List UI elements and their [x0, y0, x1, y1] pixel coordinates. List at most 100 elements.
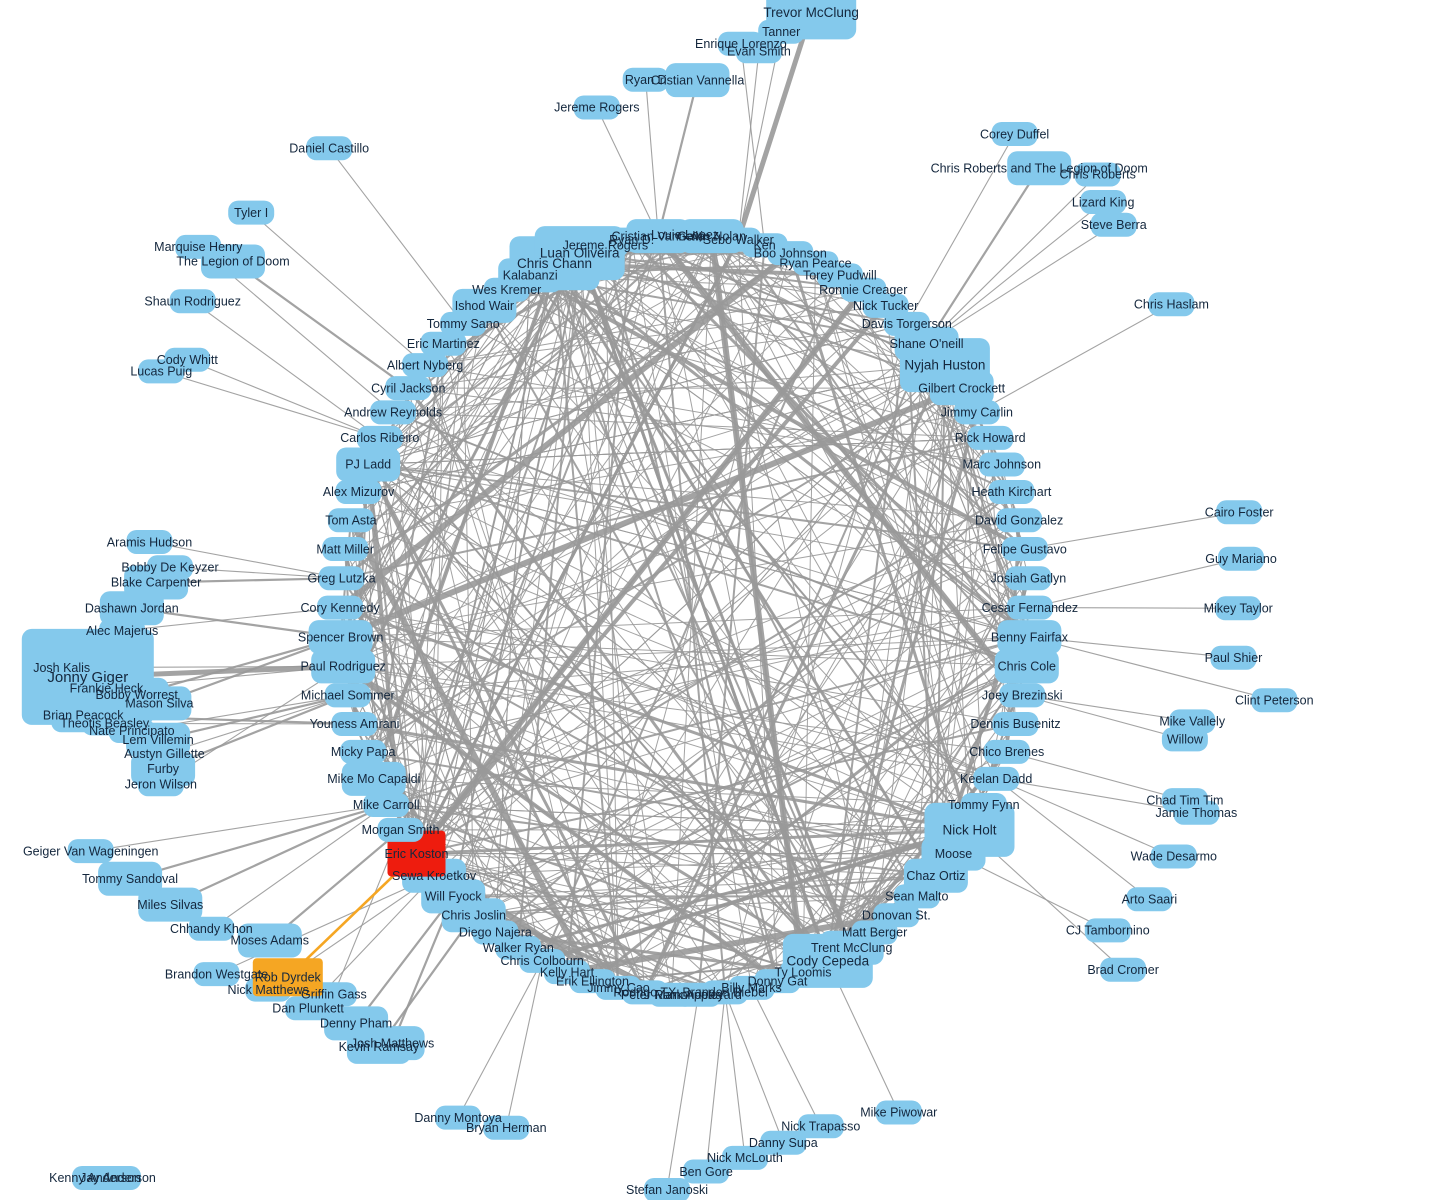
svg-text:Denny Pham: Denny Pham — [320, 1017, 392, 1031]
svg-text:Bobby De Keyzer: Bobby De Keyzer — [121, 561, 218, 575]
svg-text:Evan Smith: Evan Smith — [727, 45, 791, 59]
svg-text:Heath Kirchart: Heath Kirchart — [971, 485, 1051, 499]
svg-text:Torey Pudwill: Torey Pudwill — [803, 269, 877, 283]
svg-text:Nick McLouth: Nick McLouth — [707, 1151, 783, 1165]
svg-text:Moose: Moose — [935, 847, 973, 861]
svg-text:Cristian Vannella: Cristian Vannella — [612, 229, 706, 243]
svg-text:PJ Ladd: PJ Ladd — [345, 458, 391, 472]
svg-text:Ben Gore: Ben Gore — [679, 1165, 733, 1179]
svg-text:Brandon Westgate: Brandon Westgate — [165, 967, 268, 981]
svg-text:Chris Cole: Chris Cole — [998, 660, 1056, 674]
svg-text:Tommy Sano: Tommy Sano — [427, 317, 500, 331]
svg-text:Stefan Janoski: Stefan Janoski — [626, 1183, 708, 1197]
svg-text:Jay Anderson: Jay Anderson — [80, 1171, 156, 1185]
svg-text:Guy Mariano: Guy Mariano — [1205, 552, 1277, 566]
svg-text:Eric Martinez: Eric Martinez — [407, 337, 480, 351]
svg-text:Cairo Foster: Cairo Foster — [1205, 506, 1274, 520]
svg-text:Matt Miller: Matt Miller — [316, 542, 374, 556]
svg-text:Josh Kalis: Josh Kalis — [33, 661, 90, 675]
svg-text:Wade Desarmo: Wade Desarmo — [1131, 850, 1217, 864]
svg-text:Benny Fairfax: Benny Fairfax — [991, 630, 1069, 644]
svg-text:Jamie Thomas: Jamie Thomas — [1156, 806, 1238, 820]
svg-text:Corey Duffel: Corey Duffel — [980, 127, 1049, 141]
svg-text:Blake Carpenter: Blake Carpenter — [111, 576, 201, 590]
svg-text:Matt Berger: Matt Berger — [842, 926, 907, 940]
svg-text:Nick Holt: Nick Holt — [942, 823, 996, 838]
svg-text:Tommy Fynn: Tommy Fynn — [948, 798, 1020, 812]
svg-text:Jimmy Carlin: Jimmy Carlin — [941, 406, 1013, 420]
svg-text:Ronnie Creager: Ronnie Creager — [819, 283, 907, 297]
svg-text:Clint Peterson: Clint Peterson — [1235, 693, 1314, 707]
svg-text:Miles Silvas: Miles Silvas — [137, 898, 203, 912]
svg-text:Chaz Ortiz: Chaz Ortiz — [906, 869, 965, 883]
svg-text:Wes Kremer: Wes Kremer — [472, 283, 541, 297]
svg-text:Shaun Rodriguez: Shaun Rodriguez — [144, 295, 241, 309]
svg-text:Mike Vallely: Mike Vallely — [1159, 715, 1226, 729]
svg-text:Dan Plunkett: Dan Plunkett — [272, 1002, 344, 1016]
svg-text:Jereme Rogers: Jereme Rogers — [554, 101, 639, 115]
svg-text:The Legion of Doom: The Legion of Doom — [176, 255, 289, 269]
svg-text:Keelan Dadd: Keelan Dadd — [960, 772, 1032, 786]
svg-text:Dennis Busenitz: Dennis Busenitz — [970, 717, 1060, 731]
svg-text:Cristian Vannella: Cristian Vannella — [651, 73, 745, 87]
svg-text:Nick Trapasso: Nick Trapasso — [781, 1119, 860, 1133]
svg-text:Nick Matthews: Nick Matthews — [228, 983, 309, 997]
svg-text:Cesar Fernandez: Cesar Fernandez — [982, 601, 1079, 615]
svg-text:Josiah Gatlyn: Josiah Gatlyn — [991, 572, 1067, 586]
svg-text:Chhandy Khon: Chhandy Khon — [170, 922, 253, 936]
svg-text:Marquise Henry: Marquise Henry — [154, 240, 243, 254]
svg-text:Brian Peacock: Brian Peacock — [43, 709, 124, 723]
svg-text:Alec Majerus: Alec Majerus — [86, 624, 158, 638]
svg-text:Morgan Smith: Morgan Smith — [362, 823, 440, 837]
svg-text:Dashawn Jordan: Dashawn Jordan — [85, 602, 179, 616]
svg-text:Daniel Castillo: Daniel Castillo — [289, 142, 369, 156]
svg-text:Chris Colbourn: Chris Colbourn — [501, 954, 584, 968]
svg-text:Jeron Wilson: Jeron Wilson — [125, 778, 197, 792]
svg-text:Cyril Jackson: Cyril Jackson — [371, 381, 445, 395]
svg-text:Paul Rodriguez: Paul Rodriguez — [300, 660, 385, 674]
svg-text:Greg Lutzka: Greg Lutzka — [308, 572, 376, 586]
svg-text:Diego Najera: Diego Najera — [459, 926, 532, 940]
svg-text:Michael Sommer: Michael Sommer — [301, 689, 395, 703]
svg-text:Danny Montoya: Danny Montoya — [414, 1111, 502, 1125]
svg-text:Cory Kennedy: Cory Kennedy — [300, 601, 380, 615]
svg-text:Chico Brenes: Chico Brenes — [969, 745, 1044, 759]
svg-text:Rob Dyrdek: Rob Dyrdek — [255, 971, 322, 985]
svg-text:Mike Piwowar: Mike Piwowar — [860, 1106, 937, 1120]
svg-text:Danny Supa: Danny Supa — [749, 1136, 818, 1150]
svg-text:Furby: Furby — [147, 762, 180, 776]
svg-text:Mike Mo Capaldi: Mike Mo Capaldi — [327, 772, 420, 786]
svg-text:Tanner: Tanner — [762, 25, 800, 39]
svg-text:Carlos Ribeiro: Carlos Ribeiro — [340, 431, 419, 445]
svg-text:Will Fyock: Will Fyock — [425, 890, 483, 904]
svg-text:Sean Malto: Sean Malto — [885, 890, 948, 904]
svg-text:Ishod Wair: Ishod Wair — [455, 299, 514, 313]
svg-text:Geiger Van Wageningen: Geiger Van Wageningen — [23, 844, 159, 858]
svg-text:Paul Shier: Paul Shier — [1205, 651, 1263, 665]
svg-text:Chris Roberts: Chris Roberts — [1059, 168, 1135, 182]
svg-text:Joey Brezinski: Joey Brezinski — [982, 689, 1063, 703]
svg-text:Gilbert Crockett: Gilbert Crockett — [918, 381, 1005, 395]
svg-text:Alex Mizurov: Alex Mizurov — [323, 485, 395, 499]
svg-text:CJ Tambornino: CJ Tambornino — [1066, 924, 1150, 938]
svg-text:Nick Tucker: Nick Tucker — [853, 299, 918, 313]
svg-text:Shane O'neill: Shane O'neill — [890, 337, 964, 351]
svg-text:Walker Ryan: Walker Ryan — [483, 941, 554, 955]
svg-text:Davis Torgerson: Davis Torgerson — [862, 317, 952, 331]
svg-text:Arto Saari: Arto Saari — [1122, 893, 1178, 907]
svg-text:Rick Howard: Rick Howard — [955, 431, 1026, 445]
svg-text:Josh Matthews: Josh Matthews — [351, 1036, 434, 1050]
svg-text:Sewa Kroetkov: Sewa Kroetkov — [392, 869, 477, 883]
svg-text:Mike Carroll: Mike Carroll — [353, 798, 420, 812]
svg-text:Eric Koston: Eric Koston — [385, 847, 449, 861]
svg-text:Austyn Gillette: Austyn Gillette — [124, 747, 205, 761]
svg-text:Felipe Gustavo: Felipe Gustavo — [983, 542, 1067, 556]
svg-text:Aramis Hudson: Aramis Hudson — [107, 535, 192, 549]
svg-text:Cody Whitt: Cody Whitt — [157, 353, 219, 367]
svg-text:Albert Nyberg: Albert Nyberg — [387, 358, 463, 372]
svg-text:David Gonzalez: David Gonzalez — [975, 514, 1063, 528]
svg-text:Lizard King: Lizard King — [1072, 195, 1135, 209]
svg-text:Youness Amrani: Youness Amrani — [310, 717, 400, 731]
svg-text:Nyjah Huston: Nyjah Huston — [904, 358, 985, 373]
svg-text:Trevor McClung: Trevor McClung — [763, 5, 859, 20]
